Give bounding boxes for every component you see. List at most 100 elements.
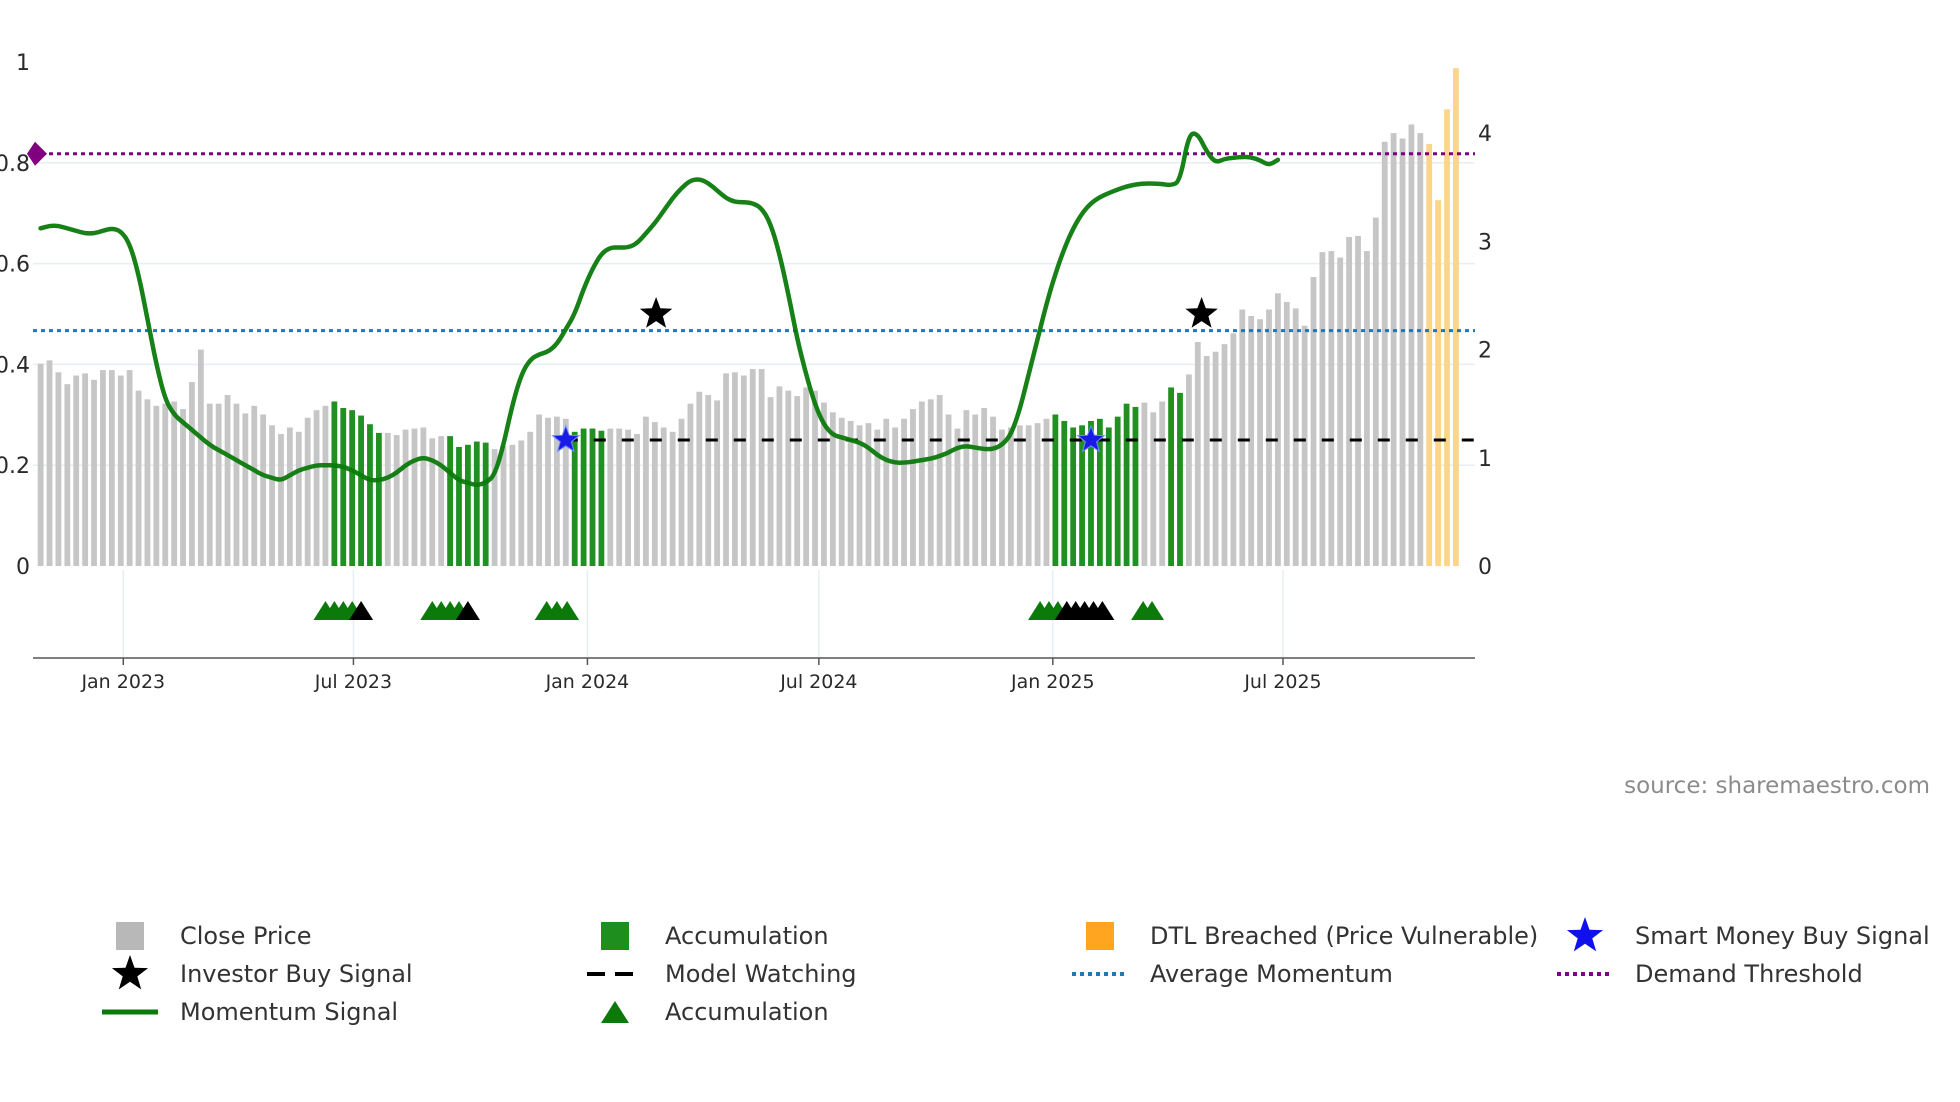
close-price-bar xyxy=(927,399,934,566)
left-axis-tick-label: 0.4 xyxy=(0,353,30,378)
close-price-bar xyxy=(803,387,810,566)
close-price-bar xyxy=(1266,309,1272,566)
close-price-bar xyxy=(1221,344,1228,566)
close-price-bar xyxy=(732,372,738,566)
dtl-breached-bar xyxy=(1435,200,1442,566)
accumulation-bar xyxy=(482,442,489,566)
close-price-bar xyxy=(999,429,1005,566)
legend-item-accumulation-triangle: Accumulation xyxy=(575,994,829,1030)
axes: 0 0.2 0.4 0.6 0.8 1 0 1 2 3 4 Jan 2023 Jul 2023 Jan 2… xyxy=(0,51,1492,693)
legend-item-average-momentum: Average Momentum xyxy=(1060,956,1393,992)
accumulation-bar xyxy=(589,428,596,566)
accumulation-bar xyxy=(340,407,347,566)
close-price-bar xyxy=(1408,124,1415,566)
close-price-bar xyxy=(82,373,89,566)
investor-star-icon xyxy=(111,955,149,990)
close-price-bar xyxy=(393,435,400,566)
close-price-bar xyxy=(313,410,320,566)
smart-money-star xyxy=(551,424,581,453)
close-price-bar xyxy=(171,401,178,566)
legend-item-investor-buy: Investor Buy Signal xyxy=(90,955,413,992)
accumulation-bar xyxy=(571,431,578,566)
signal-triangle xyxy=(455,601,480,620)
dtl-breached-swatch xyxy=(1086,922,1114,950)
source-label: source: sharemaestro.com xyxy=(1624,773,1930,799)
left-axis-tick-label: 0.2 xyxy=(0,454,30,479)
legend-item-accumulation-bar: Accumulation xyxy=(575,918,829,954)
model-watching-dash-icon xyxy=(587,972,643,976)
close-price-bar xyxy=(1141,402,1148,566)
close-price-bar xyxy=(1301,325,1308,566)
accumulation-bar xyxy=(1096,418,1103,566)
legend-label: Close Price xyxy=(180,922,312,950)
legend-label: DTL Breached (Price Vulnerable) xyxy=(1150,922,1539,950)
close-price-bar xyxy=(1355,235,1361,566)
accumulation-bar xyxy=(1168,387,1174,566)
close-price-bar xyxy=(767,397,774,566)
close-price-bar xyxy=(1034,423,1041,566)
close-price-bar xyxy=(758,369,765,566)
close-price-bar xyxy=(749,369,756,566)
price-bars xyxy=(37,68,1459,567)
close-price-bar xyxy=(545,417,551,566)
momentum-line-group xyxy=(38,131,1281,487)
close-price-bar xyxy=(829,412,836,566)
right-axis-tick-label: 4 xyxy=(1478,122,1492,147)
reference-lines xyxy=(27,141,1475,442)
close-price-bar xyxy=(233,403,240,566)
close-price-bar xyxy=(562,418,569,566)
close-price-bar xyxy=(607,428,614,566)
close-price-bar xyxy=(954,428,961,566)
close-price-bar xyxy=(278,433,284,566)
close-price-bar xyxy=(687,403,694,566)
close-price-bar xyxy=(251,405,258,566)
close-price-bar xyxy=(1025,425,1032,566)
close-price-bar xyxy=(108,370,115,566)
accumulation-bar xyxy=(1070,427,1077,566)
close-price-bar xyxy=(491,449,498,566)
close-price-bar xyxy=(776,386,783,566)
accumulation-bar xyxy=(1079,425,1085,566)
right-axis-tick-label: 0 xyxy=(1478,555,1492,580)
left-axis-tick-label: 1 xyxy=(16,51,30,76)
accumulation-bar xyxy=(598,430,605,566)
close-price-bar xyxy=(304,417,311,566)
signal-triangle xyxy=(1090,601,1115,620)
close-price-bar xyxy=(518,440,525,566)
close-price-bar xyxy=(812,390,818,566)
close-price-bar xyxy=(1043,418,1050,566)
right-axis-tick-label: 1 xyxy=(1478,447,1492,472)
close-price-bar xyxy=(180,409,186,566)
signal-markers xyxy=(551,297,1218,453)
close-price-bar xyxy=(705,395,712,566)
smart-money-star-icon xyxy=(1566,917,1604,952)
date-tick-label: Jan 2025 xyxy=(1010,671,1095,693)
dtl-breached-bar xyxy=(1453,68,1459,566)
close-price-bar xyxy=(64,384,71,566)
close-price-bar xyxy=(144,399,151,566)
close-price-bar xyxy=(1159,401,1166,566)
left-axis-tick-label: 0.6 xyxy=(0,253,30,278)
close-price-bar xyxy=(945,414,952,566)
legend-label: Accumulation xyxy=(665,922,829,950)
accumulation-bar xyxy=(456,446,462,566)
close-price-bar xyxy=(1381,141,1388,566)
legend-label: Model Watching xyxy=(665,960,857,988)
close-price-bar xyxy=(189,382,195,566)
close-price-bar xyxy=(981,407,988,566)
close-price-bar xyxy=(402,429,409,566)
close-price-bar xyxy=(1346,237,1353,566)
legend-label: Smart Money Buy Signal xyxy=(1635,922,1930,950)
legend-item-dtl-breached: DTL Breached (Price Vulnerable) xyxy=(1060,918,1538,954)
close-price-bar xyxy=(651,422,658,566)
close-price-bar xyxy=(1212,351,1219,566)
accumulation-bar xyxy=(367,424,373,566)
close-price-bar xyxy=(536,414,542,566)
legend-label: Average Momentum xyxy=(1150,960,1393,988)
close-price-bar xyxy=(295,431,302,566)
close-price-bar xyxy=(1372,217,1379,566)
close-price-bar xyxy=(874,429,881,566)
close-price-bar xyxy=(1364,251,1370,566)
legend-label: Accumulation xyxy=(665,998,829,1026)
date-tick-label: Jan 2023 xyxy=(80,671,165,693)
